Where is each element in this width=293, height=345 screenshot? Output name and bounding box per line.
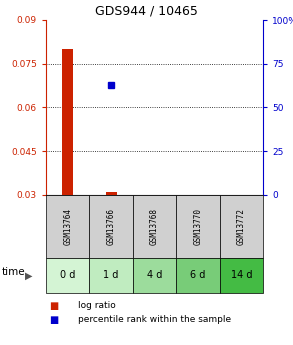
Text: 6 d: 6 d: [190, 270, 206, 280]
Text: ■: ■: [49, 315, 58, 325]
Text: 4 d: 4 d: [147, 270, 162, 280]
Text: percentile rank within the sample: percentile rank within the sample: [78, 315, 231, 325]
Text: 0 d: 0 d: [60, 270, 75, 280]
Text: GSM13772: GSM13772: [237, 208, 246, 245]
Text: GSM13764: GSM13764: [63, 208, 72, 245]
Text: time: time: [1, 267, 25, 277]
Text: GSM13766: GSM13766: [107, 208, 116, 245]
Text: ▶: ▶: [25, 270, 32, 280]
Text: GSM13770: GSM13770: [193, 208, 202, 245]
Text: GDS944 / 10465: GDS944 / 10465: [95, 5, 198, 18]
Text: log ratio: log ratio: [78, 302, 116, 310]
Text: ■: ■: [49, 301, 58, 311]
Text: 1 d: 1 d: [103, 270, 119, 280]
Bar: [62, 49, 73, 195]
Text: 14 d: 14 d: [231, 270, 252, 280]
Text: GSM13768: GSM13768: [150, 208, 159, 245]
Bar: [106, 192, 117, 195]
